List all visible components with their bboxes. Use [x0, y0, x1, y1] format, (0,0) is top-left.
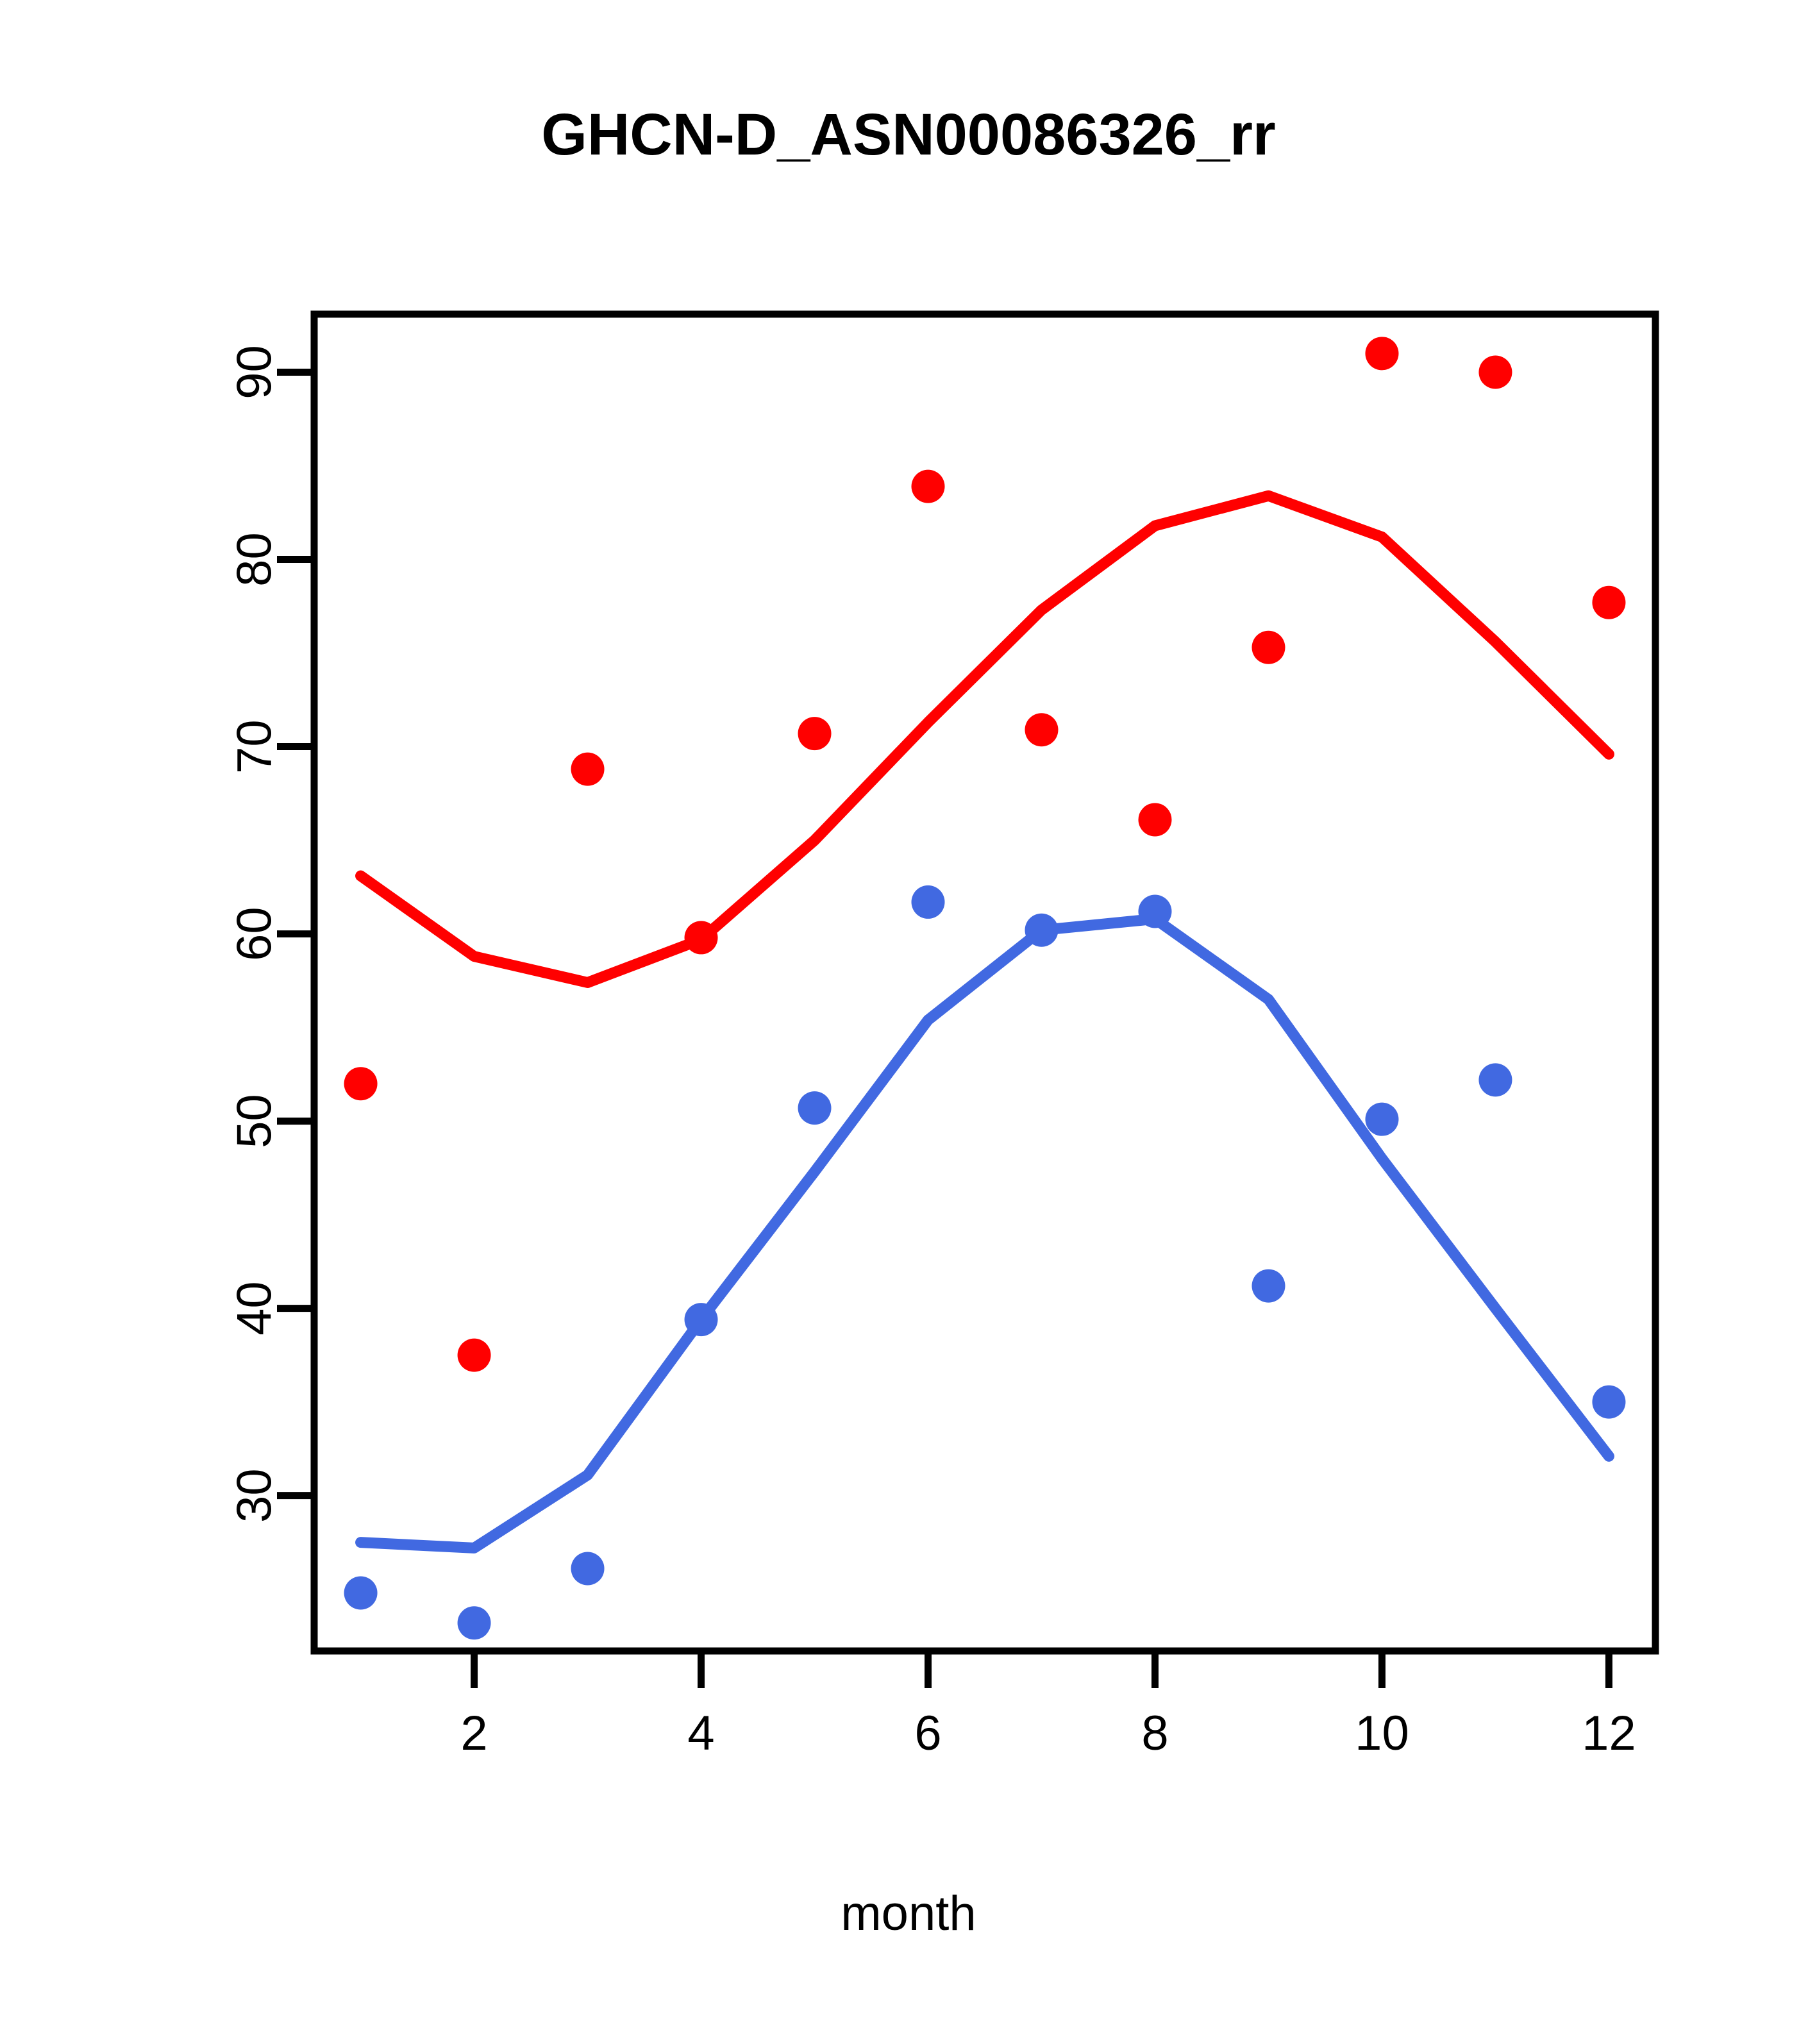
- blue-points-m10: [1365, 1102, 1399, 1136]
- red-points-m11: [1478, 355, 1512, 389]
- x-tick-label-10: 10: [1355, 1706, 1409, 1761]
- y-tick-label-30: 30: [227, 1468, 281, 1523]
- blue-trend: [355, 913, 1614, 1554]
- red-points-m9: [1252, 630, 1285, 664]
- page-title: GHCN-D_ASN00086326_rr: [541, 102, 1276, 167]
- red-points-m10: [1365, 337, 1399, 371]
- x-axis-ticks: [471, 1651, 1612, 1688]
- blue-points-m8: [1138, 894, 1172, 928]
- y-tick-label-60: 60: [227, 907, 281, 961]
- y-tick-label-40: 40: [227, 1281, 281, 1336]
- x-axis-tick-labels: 2 4 6 8 10 12: [460, 1706, 1636, 1761]
- blue-points-m11: [1478, 1063, 1512, 1097]
- red-points-m1: [344, 1067, 378, 1101]
- blue-points-m2: [457, 1606, 491, 1640]
- red-points-m12: [1592, 585, 1626, 619]
- x-axis-label: month: [841, 1886, 976, 1941]
- y-axis-ticks: [277, 369, 314, 1500]
- red-points-m2: [457, 1338, 491, 1372]
- x-tick-label-12: 12: [1582, 1706, 1636, 1761]
- y-axis-tick-labels: 30 40 50 60 70 80 90: [227, 345, 281, 1523]
- blue-points-m6: [911, 885, 945, 919]
- red-points-m6: [911, 469, 945, 503]
- red-points-m5: [798, 717, 832, 751]
- red-points-m4: [684, 921, 718, 955]
- blue-points-m12: [1592, 1385, 1626, 1419]
- y-tick-label-70: 70: [227, 719, 281, 774]
- red-points-m7: [1025, 713, 1059, 747]
- red-points-m8: [1138, 803, 1172, 837]
- blue-points-m7: [1025, 913, 1059, 947]
- y-tick-label-50: 50: [227, 1094, 281, 1148]
- blue-points-m4: [684, 1303, 718, 1337]
- red-points-m3: [571, 752, 605, 786]
- x-tick-label-6: 6: [914, 1706, 941, 1761]
- y-tick-label-80: 80: [227, 532, 281, 587]
- x-tick-label-8: 8: [1141, 1706, 1168, 1761]
- data-points: [344, 337, 1626, 1640]
- blue-points-m5: [798, 1091, 832, 1125]
- axis-frame: [310, 310, 1659, 1655]
- red-trend: [355, 490, 1614, 988]
- trend-lines: [355, 490, 1614, 1554]
- blue-points-m9: [1252, 1269, 1285, 1303]
- blue-points-m3: [571, 1552, 605, 1586]
- blue-points-m1: [344, 1576, 378, 1610]
- x-tick-label-4: 4: [687, 1706, 714, 1761]
- y-tick-label-90: 90: [227, 345, 281, 399]
- x-tick-label-2: 2: [460, 1706, 487, 1761]
